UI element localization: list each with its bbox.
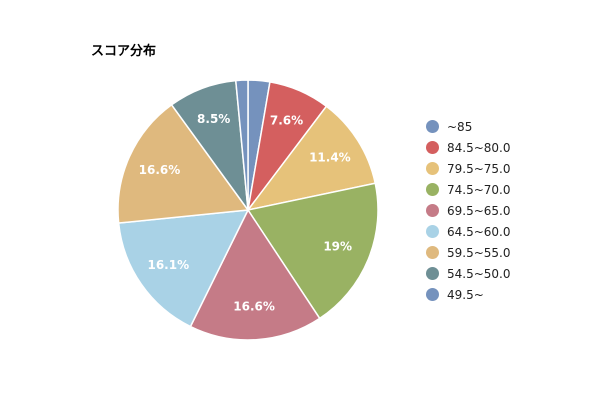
legend-item[interactable]: 74.5~70.0 — [426, 179, 586, 200]
pie-slice[interactable] — [117, 209, 250, 328]
pie-slice-label: 16.1% — [147, 258, 189, 272]
pie-slice[interactable] — [246, 182, 379, 320]
legend-label: 79.5~75.0 — [447, 161, 511, 176]
legend-item[interactable]: 59.5~55.0 — [426, 242, 586, 263]
legend-item[interactable]: 49.5~ — [426, 284, 586, 305]
pie-slice[interactable] — [117, 103, 250, 224]
legend-label: 59.5~55.0 — [447, 245, 511, 260]
legend-label: 84.5~80.0 — [447, 140, 511, 155]
pie-slice-label: 7.6% — [270, 114, 303, 128]
legend-item[interactable]: 64.5~60.0 — [426, 221, 586, 242]
pie-slice-label: 19% — [323, 239, 352, 253]
legend-swatch — [426, 120, 439, 133]
legend-item[interactable]: 79.5~75.0 — [426, 158, 586, 179]
legend-label: 69.5~65.0 — [447, 203, 511, 218]
pie-slice-labels: 7.6% 11.4% 19% 16.6% 16.1% 16.6% 8.5% — [139, 112, 352, 313]
legend-item[interactable]: 84.5~80.0 — [426, 137, 586, 158]
legend-swatch — [426, 225, 439, 238]
legend-swatch — [426, 141, 439, 154]
pie-slices — [117, 79, 379, 341]
legend-item[interactable]: 54.5~50.0 — [426, 263, 586, 284]
legend-label: ~85 — [447, 119, 473, 134]
legend-swatch — [426, 267, 439, 280]
pie-slice[interactable] — [189, 208, 321, 341]
legend-swatch — [426, 162, 439, 175]
legend-label: 54.5~50.0 — [447, 266, 511, 281]
legend-swatch — [426, 183, 439, 196]
legend-item[interactable]: ~85 — [426, 116, 586, 137]
legend-item[interactable]: 69.5~65.0 — [426, 200, 586, 221]
legend-label: 64.5~60.0 — [447, 224, 511, 239]
pie-slice-label: 16.6% — [233, 299, 275, 313]
pie-slice-label: 16.6% — [139, 163, 181, 177]
legend-label: 49.5~ — [447, 287, 484, 302]
legend-label: 74.5~70.0 — [447, 182, 511, 197]
pie-slice-label: 8.5% — [197, 112, 230, 126]
pie-slice[interactable] — [234, 79, 249, 211]
pie-slice-label: 11.4% — [309, 151, 351, 165]
legend-swatch — [426, 288, 439, 301]
legend-swatch — [426, 246, 439, 259]
legend-swatch — [426, 204, 439, 217]
legend: ~85 84.5~80.0 79.5~75.0 74.5~70.0 69.5~65.0 6… — [426, 116, 586, 305]
chart-title: スコア分布 — [91, 44, 157, 59]
pie-slice[interactable] — [246, 105, 377, 212]
